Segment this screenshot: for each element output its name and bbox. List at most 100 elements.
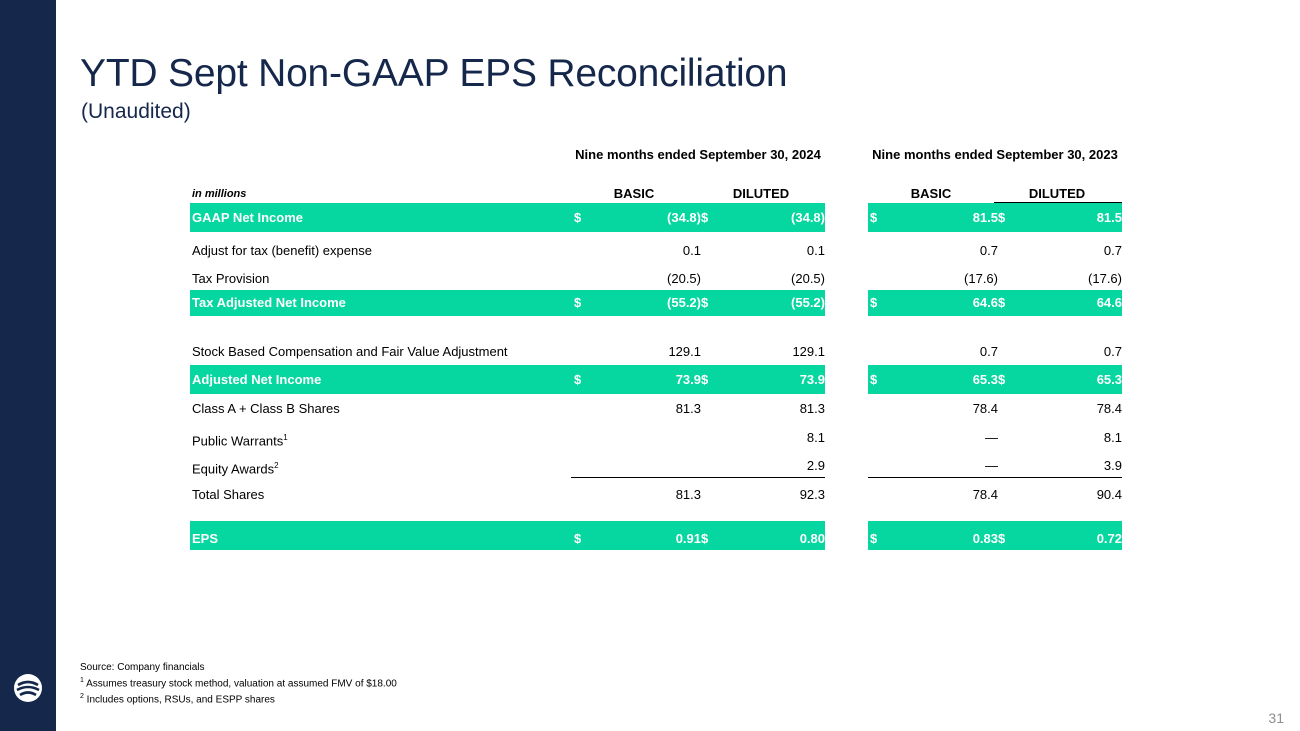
cell-diluted-2023: 0.7 <box>1103 344 1122 359</box>
row-label: Tax Adjusted Net Income <box>192 295 346 310</box>
cell-diluted-2024: 129.1 <box>792 344 825 359</box>
sidebar-band <box>0 0 56 731</box>
currency-symbol: $ <box>574 372 582 387</box>
table-row-public-warrants: Public Warrants1 8.1 — 8.1 <box>190 423 1122 452</box>
cell-basic-2024: (55.2) <box>667 295 701 310</box>
currency-symbol: $ <box>998 295 1006 310</box>
cell-basic-2023: 64.6 <box>972 295 998 310</box>
table-row-eps: EPS $ $ $ $ 0.91 0.80 0.83 0.72 <box>190 521 1122 550</box>
cell-diluted-2024: 0.80 <box>799 531 825 546</box>
cell-diluted-2023: 65.3 <box>1096 372 1122 387</box>
footnote-2: 2 Includes options, RSUs, and ESPP share… <box>80 693 275 706</box>
cell-basic-2023: — <box>985 458 998 473</box>
company-logo-icon <box>14 674 42 702</box>
currency-symbol: $ <box>870 210 878 225</box>
table-row-adjusted-net-income: Adjusted Net Income $ $ $ $ 73.9 73.9 65… <box>190 365 1122 394</box>
currency-symbol: $ <box>998 372 1006 387</box>
cell-diluted-2024: 92.3 <box>799 487 825 502</box>
cell-basic-2023: 0.7 <box>979 243 998 258</box>
row-label: Class A + Class B Shares <box>192 401 340 416</box>
cell-diluted-2023: 64.6 <box>1096 295 1122 310</box>
row-label: Stock Based Compensation and Fair Value … <box>192 344 508 359</box>
cell-diluted-2023: 0.72 <box>1096 531 1122 546</box>
subtotal-rule-2023 <box>868 477 1122 478</box>
slide-title: YTD Sept Non-GAAP EPS Reconciliation <box>80 52 788 95</box>
col-head-basic-2024: BASIC <box>613 186 655 201</box>
table-row-gaap-net-income: GAAP Net Income $ $ $ $ (34.8) (34.8) 81… <box>190 203 1122 232</box>
cell-basic-2024: 0.91 <box>675 531 701 546</box>
cell-diluted-2023: 90.4 <box>1096 487 1122 502</box>
cell-basic-2023: 78.4 <box>972 487 998 502</box>
row-label: EPS <box>192 531 219 546</box>
table-row-tax-provision: Tax Provision (20.5) (20.5) (17.6) (17.6… <box>190 264 1122 293</box>
row-label: Adjust for tax (benefit) expense <box>192 243 372 258</box>
table-row-tax-adjusted-net-income: Tax Adjusted Net Income $ $ $ $ (55.2) (… <box>190 290 1122 316</box>
source-note: Source: Company financials <box>80 662 205 673</box>
currency-symbol: $ <box>701 372 709 387</box>
cell-basic-2024: (34.8) <box>667 210 701 225</box>
period-header-2024: Nine months ended September 30, 2024 <box>575 147 821 162</box>
currency-symbol: $ <box>998 531 1006 546</box>
cell-diluted-2024: 2.9 <box>806 458 825 473</box>
currency-symbol: $ <box>574 531 582 546</box>
units-label: in millions <box>192 188 247 200</box>
currency-symbol: $ <box>870 531 878 546</box>
cell-diluted-2024: (20.5) <box>791 271 825 286</box>
cell-basic-2024: 0.1 <box>682 243 701 258</box>
cell-basic-2024: 73.9 <box>675 372 701 387</box>
currency-symbol: $ <box>998 210 1006 225</box>
currency-symbol: $ <box>574 295 582 310</box>
table-row-adjust-tax: Adjust for tax (benefit) expense 0.1 0.1… <box>190 236 1122 265</box>
cell-basic-2024: (20.5) <box>667 271 701 286</box>
cell-diluted-2024: 81.3 <box>799 401 825 416</box>
cell-diluted-2023: 78.4 <box>1096 401 1122 416</box>
cell-diluted-2023: 3.9 <box>1103 458 1122 473</box>
row-label: Adjusted Net Income <box>192 372 322 387</box>
cell-basic-2023: 0.7 <box>979 344 998 359</box>
cell-basic-2023: 81.5 <box>972 210 998 225</box>
cell-diluted-2024: 73.9 <box>799 372 825 387</box>
cell-basic-2023: (17.6) <box>964 271 998 286</box>
currency-symbol: $ <box>701 210 709 225</box>
cell-basic-2024: 81.3 <box>675 401 701 416</box>
cell-diluted-2023: 0.7 <box>1103 243 1122 258</box>
cell-basic-2023: — <box>985 430 998 445</box>
footnote-marker: 2 <box>274 461 279 470</box>
cell-diluted-2023: (17.6) <box>1088 271 1122 286</box>
row-label: Tax Provision <box>192 271 270 286</box>
currency-symbol: $ <box>701 295 709 310</box>
footnote-1: 1 Assumes treasury stock method, valuati… <box>80 677 397 690</box>
cell-basic-2023: 65.3 <box>972 372 998 387</box>
table-row-equity-awards: Equity Awards2 2.9 — 3.9 <box>190 451 1122 480</box>
currency-symbol: $ <box>701 531 709 546</box>
currency-symbol: $ <box>870 372 878 387</box>
col-head-diluted-2023: DILUTED <box>1028 186 1086 201</box>
cell-diluted-2023: 81.5 <box>1096 210 1122 225</box>
header-underline <box>994 202 1122 203</box>
currency-symbol: $ <box>870 295 878 310</box>
col-head-diluted-2024: DILUTED <box>732 186 790 201</box>
cell-diluted-2023: 8.1 <box>1103 430 1122 445</box>
col-head-basic-2023: BASIC <box>910 186 952 201</box>
cell-basic-2024: 129.1 <box>668 344 701 359</box>
cell-basic-2023: 0.83 <box>972 531 998 546</box>
row-label: GAAP Net Income <box>192 210 304 225</box>
currency-symbol: $ <box>574 210 582 225</box>
cell-basic-2024: 81.3 <box>675 487 701 502</box>
table-row-total-shares: Total Shares 81.3 92.3 78.4 90.4 <box>190 480 1122 509</box>
row-label: Public Warrants1 <box>192 433 288 449</box>
cell-diluted-2024: 0.1 <box>806 243 825 258</box>
slide-subtitle: (Unaudited) <box>81 100 191 123</box>
page-number: 31 <box>1268 710 1284 726</box>
period-header-2023: Nine months ended September 30, 2023 <box>872 147 1118 162</box>
subtotal-rule-2024 <box>571 477 825 478</box>
cell-diluted-2024: (55.2) <box>791 295 825 310</box>
row-label: Total Shares <box>192 487 265 502</box>
table-row-stock-based-comp: Stock Based Compensation and Fair Value … <box>190 337 1122 366</box>
cell-basic-2023: 78.4 <box>972 401 998 416</box>
footnotes: Source: Company financials 1 Assumes tre… <box>80 661 397 707</box>
table-row-class-shares: Class A + Class B Shares 81.3 81.3 78.4 … <box>190 394 1122 423</box>
row-label: Equity Awards2 <box>192 461 279 477</box>
footnote-marker: 1 <box>283 433 288 442</box>
cell-diluted-2024: (34.8) <box>791 210 825 225</box>
